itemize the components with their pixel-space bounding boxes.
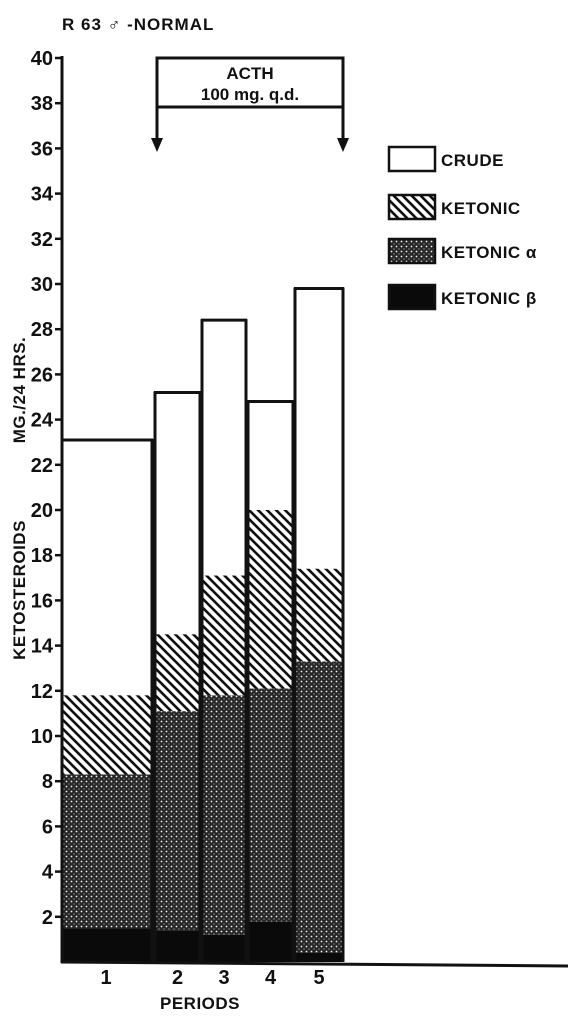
legend-label-1: KETONIC [441, 199, 521, 218]
y-tick-label-4: 4 [42, 862, 54, 884]
bar-5-segment-1 [295, 661, 343, 953]
y-tick-label-30: 30 [31, 274, 53, 296]
bar-5-segment-2 [295, 568, 343, 662]
y-tick-label-18: 18 [31, 545, 53, 567]
y-tick-label-36: 36 [31, 138, 53, 160]
bar-3-segment-2 [202, 575, 246, 696]
bar-4-segment-2 [248, 510, 293, 689]
y-tick-label-22: 22 [31, 455, 53, 477]
legend-swatch-2 [387, 237, 437, 265]
x-axis-line [60, 960, 569, 968]
y-tick-label-12: 12 [31, 681, 53, 703]
bar-3-segment-0 [202, 934, 246, 962]
bar-1-segment-0 [62, 928, 152, 962]
bar-1-segment-1 [62, 774, 152, 929]
bar-2-segment-1 [155, 711, 200, 931]
x-tick-label-1: 1 [100, 967, 111, 989]
bar-2-segment-2 [155, 634, 200, 712]
legend-label-0: CRUDE [441, 151, 504, 170]
y-tick-label-10: 10 [31, 726, 53, 748]
bar-4-segment-1 [248, 688, 293, 922]
legend-label-3: KETONIC β [441, 289, 537, 308]
bar-2-segment-0 [155, 930, 200, 962]
y-tick-label-8: 8 [42, 771, 53, 793]
acth-dose-label: 100 mg. q.d. [201, 85, 299, 104]
y-axis-unit: MG./24 HRS. [10, 337, 29, 444]
y-tick-label-2: 2 [42, 907, 53, 929]
legend-swatch-3 [387, 283, 437, 311]
y-tick-label-40: 40 [31, 48, 53, 70]
x-tick-label-3: 3 [218, 967, 229, 989]
bar-4-segment-0 [248, 921, 293, 962]
y-tick-label-20: 20 [31, 500, 53, 522]
y-tick-label-24: 24 [31, 410, 54, 432]
acth-arrow-start [151, 138, 163, 152]
y-tick-label-34: 34 [31, 184, 54, 206]
y-tick-label-14: 14 [31, 636, 54, 658]
legend-label-2: KETONIC α [441, 243, 537, 262]
bars-layer [61, 287, 345, 962]
chart-title: R 63 ♂ -NORMAL [62, 15, 214, 34]
y-tick-label-6: 6 [42, 816, 53, 838]
y-tick-label-38: 38 [31, 93, 53, 115]
x-tick-label-4: 4 [265, 967, 277, 989]
acth-label: ACTH [226, 64, 273, 83]
acth-bracket [155, 56, 345, 142]
legend: CRUDE KETONIC KETONIC α KETONIC β [387, 145, 537, 311]
y-tick-label-28: 28 [31, 319, 53, 341]
bar-5-segment-0 [295, 952, 343, 962]
x-tick-label-2: 2 [172, 967, 183, 989]
y-tick-label-32: 32 [31, 229, 53, 251]
x-tick-label-5: 5 [313, 967, 324, 989]
bar-3-segment-1 [202, 695, 246, 935]
y-axis-title: KETOSTEROIDS [10, 520, 29, 660]
acth-arrow-end [337, 138, 349, 152]
y-tick-label-16: 16 [31, 590, 53, 612]
y-tick-label-26: 26 [31, 364, 53, 386]
x-axis-title: PERIODS [160, 994, 240, 1013]
legend-swatch-0 [387, 145, 437, 173]
bar-1-segment-2 [62, 695, 152, 775]
legend-swatch-1 [387, 193, 437, 221]
acth-annotation: ACTH 100 mg. q.d. [151, 56, 349, 152]
